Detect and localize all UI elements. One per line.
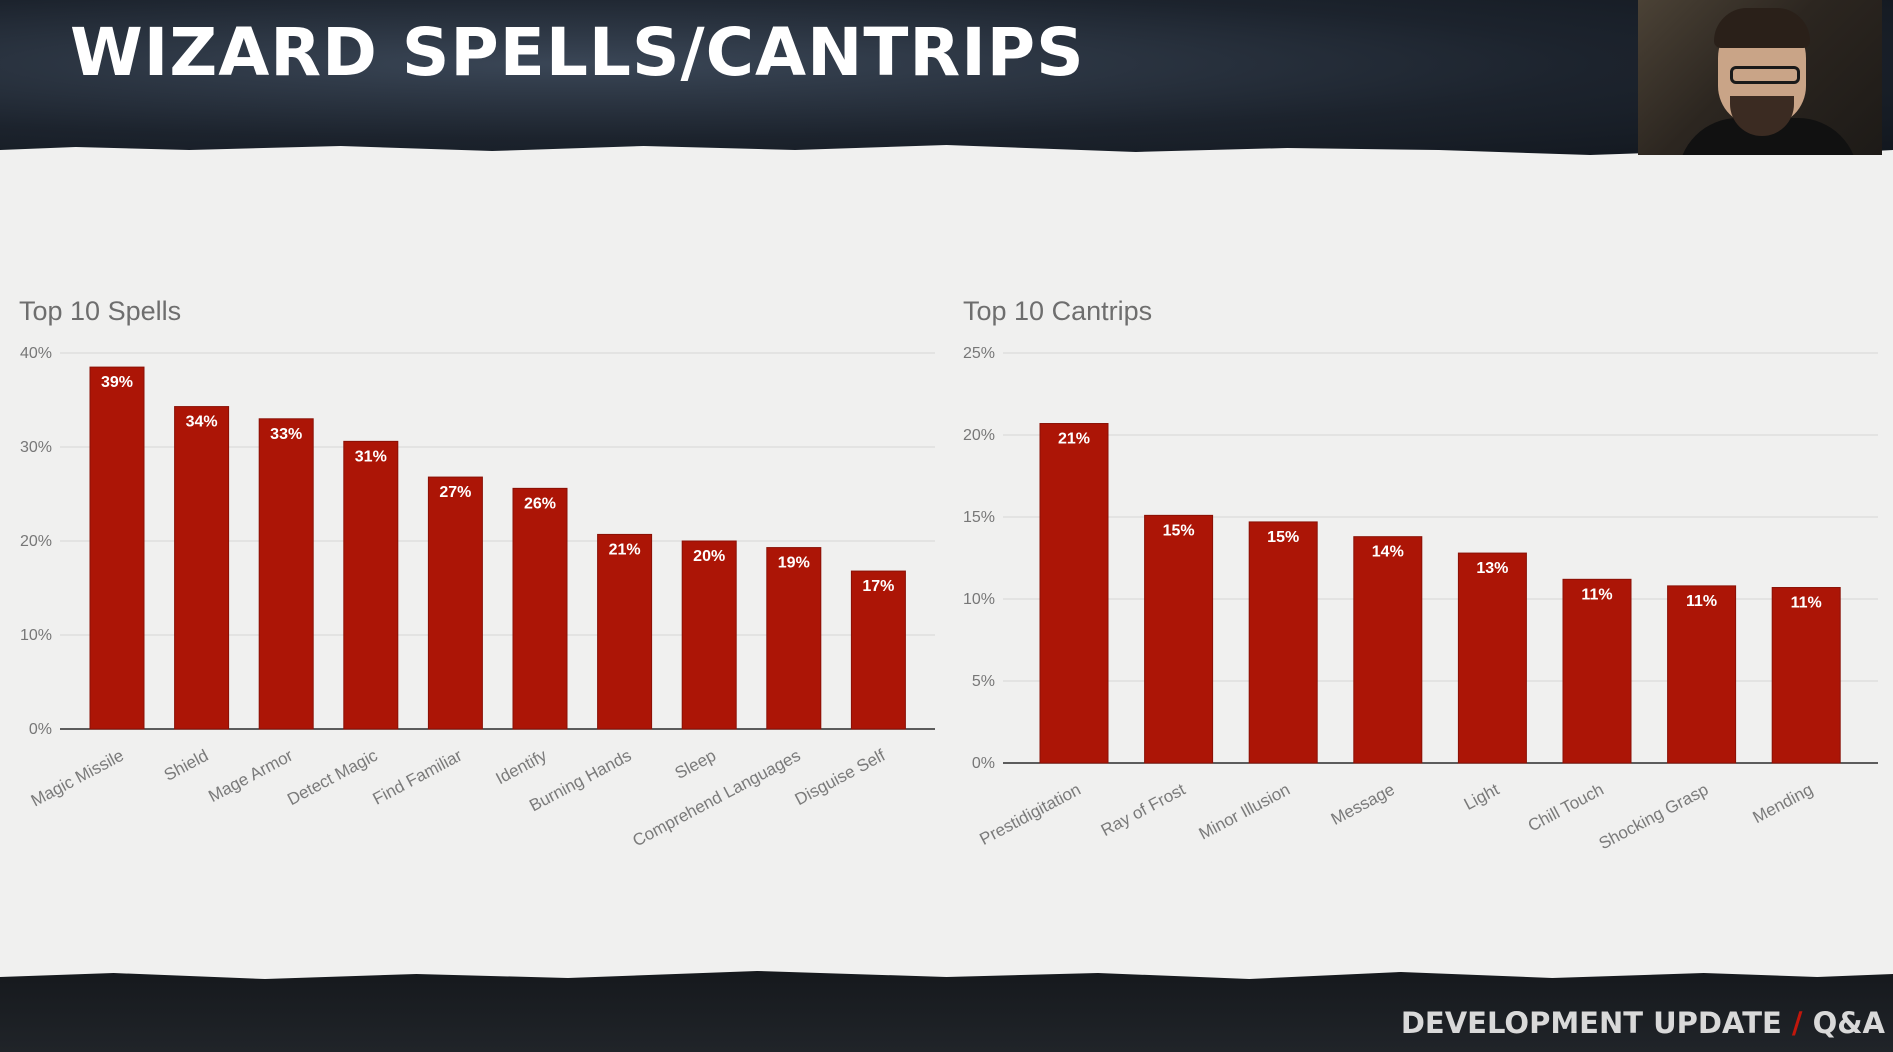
- chart-2-y-tick-label: 0%: [972, 755, 995, 772]
- chart-1-bar: [681, 540, 737, 730]
- presenter-glasses: [1730, 66, 1800, 84]
- chart-2-bar: [1039, 423, 1109, 764]
- chart-2-category-label: Shocking Grasp: [1596, 780, 1712, 854]
- chart-1-bar: [258, 418, 314, 730]
- chart-1-y-tick-label: 10%: [20, 627, 52, 644]
- chart-2-data-label: 21%: [1058, 431, 1090, 448]
- chart-1-category-label: Shield: [161, 746, 212, 785]
- chart-2-data-label: 11%: [1791, 595, 1822, 612]
- presenter-hair: [1714, 8, 1810, 48]
- footer-right-text: Q&A: [1812, 1006, 1885, 1040]
- chart-2-title: Top 10 Cantrips: [963, 296, 1152, 326]
- chart-1-data-label: 39%: [101, 374, 133, 391]
- chart-1-category-label: Identify: [493, 746, 551, 789]
- chart-1-data-label: 19%: [778, 555, 810, 572]
- footer-slash: /: [1791, 1006, 1803, 1040]
- chart-1-data-label: 34%: [186, 414, 218, 431]
- chart-2-category-label: Minor Illusion: [1196, 780, 1293, 844]
- chart-1-data-label: 21%: [609, 541, 641, 558]
- chart-1-category-label: Magic Missile: [28, 746, 127, 811]
- chart-2-data-label: 15%: [1163, 522, 1195, 539]
- chart-2-category-label: Mending: [1750, 780, 1817, 827]
- chart-2-category-label: Chill Touch: [1525, 780, 1607, 836]
- footer-caption: DEVELOPMENT UPDATE / Q&A: [1401, 1006, 1885, 1040]
- chart-2-data-label: 15%: [1267, 529, 1299, 546]
- chart-2-bar: [1562, 578, 1632, 764]
- chart-1-bar: [343, 440, 399, 730]
- chart-2-y-tick-label: 5%: [972, 673, 995, 690]
- chart-1-data-label: 20%: [693, 548, 725, 565]
- chart-1-category-label: Detect Magic: [284, 746, 381, 810]
- footer-banner: [0, 971, 1893, 1052]
- chart-2-category-label: Ray of Frost: [1098, 780, 1189, 840]
- chart-1-bar: [850, 570, 906, 730]
- chart-2-category-label: Prestidigitation: [976, 780, 1083, 849]
- chart-1-category-label: Find Familiar: [370, 746, 466, 809]
- chart-1-bar: [427, 476, 483, 730]
- chart-1-y-tick-label: 0%: [29, 721, 52, 738]
- chart-1-data-label: 31%: [355, 448, 387, 465]
- chart-1-y-tick-label: 40%: [20, 345, 52, 362]
- chart-2-bar: [1248, 521, 1318, 764]
- chart-2-bar: [1144, 514, 1214, 764]
- chart-1-category-label: Mage Armor: [205, 746, 296, 806]
- chart-1-bar: [766, 547, 822, 730]
- chart-2-bar: [1353, 536, 1423, 764]
- chart-2-y-tick-label: 25%: [963, 345, 995, 362]
- chart-2-data-label: 11%: [1581, 586, 1612, 603]
- chart-2-y-tick-label: 20%: [963, 427, 995, 444]
- chart-2-category-label: Light: [1461, 780, 1503, 814]
- title-banner: [0, 0, 1893, 155]
- chart-1-title: Top 10 Spells: [19, 296, 181, 326]
- chart-2-data-label: 13%: [1476, 560, 1508, 577]
- webcam-feed: [1638, 0, 1882, 155]
- footer-left-text: DEVELOPMENT UPDATE: [1400, 1006, 1782, 1040]
- chart-2-y-tick-label: 15%: [963, 509, 995, 526]
- chart-1-category-label: Disguise Self: [792, 746, 889, 809]
- slide-title: WIZARD SPELLS/CANTRIPS: [70, 14, 1085, 91]
- chart-2-y-tick-label: 10%: [963, 591, 995, 608]
- chart-1-bar: [89, 366, 145, 730]
- chart-1-bar: [174, 406, 230, 730]
- chart-2-data-label: 11%: [1686, 593, 1717, 610]
- chart-1-y-tick-label: 30%: [20, 439, 52, 456]
- chart-1-y-tick-label: 20%: [20, 533, 52, 550]
- chart-2-bar: [1771, 587, 1841, 764]
- chart-2-data-label: 14%: [1372, 544, 1404, 561]
- chart-2-bar: [1457, 552, 1527, 764]
- chart-1-data-label: 33%: [270, 426, 302, 443]
- chart-1-data-label: 26%: [524, 495, 556, 512]
- chart-1-bar: [597, 533, 653, 730]
- chart-2-bar: [1667, 585, 1737, 764]
- chart-2-category-label: Message: [1328, 780, 1398, 829]
- chart-1-data-label: 27%: [439, 484, 471, 501]
- chart-1-data-label: 17%: [862, 578, 894, 595]
- chart-1-bar: [512, 487, 568, 730]
- chart-1-category-label: Sleep: [672, 746, 719, 783]
